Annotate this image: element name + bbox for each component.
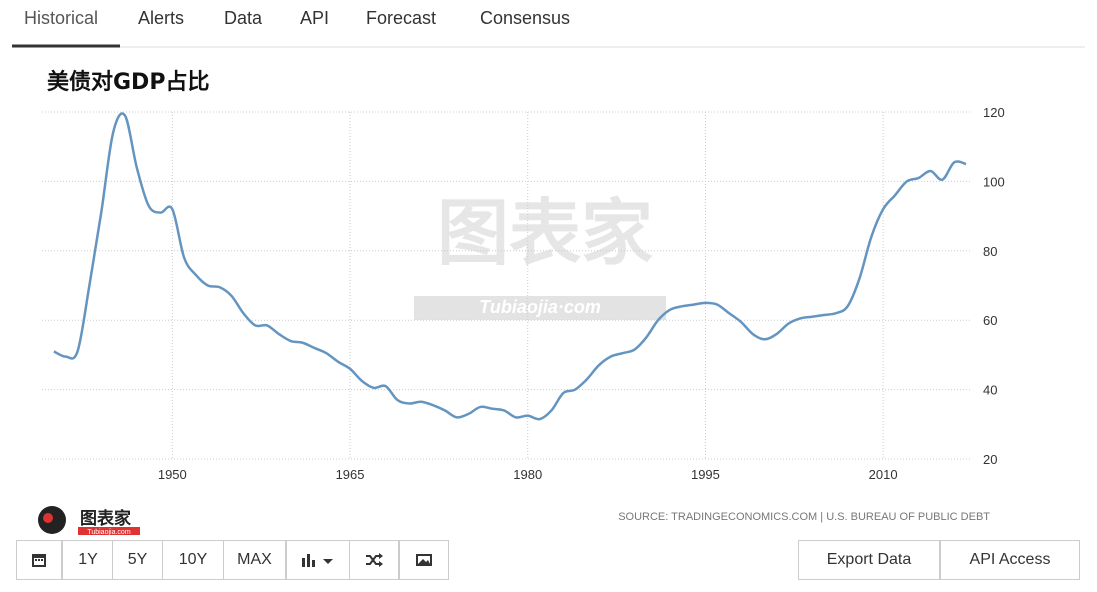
line — [53, 112, 967, 421]
x-tick-label: 2010 — [869, 467, 898, 482]
range-button[interactable]: MAX — [223, 540, 286, 580]
x-tick-label: 1980 — [513, 467, 542, 482]
tab[interactable]: API — [300, 8, 330, 28]
watermark: 图表家 Tubiaojia·com — [414, 191, 666, 320]
compare-button[interactable] — [349, 540, 399, 580]
action-button[interactable]: API Access — [940, 540, 1080, 580]
range-button[interactable]: 10Y — [162, 540, 224, 580]
logo-icon-dot — [43, 513, 53, 523]
logo-band — [78, 527, 140, 535]
tab[interactable]: Forecast — [366, 8, 437, 28]
shuffle-icon — [366, 553, 383, 567]
image-icon — [416, 554, 432, 566]
y-tick-label: 80 — [983, 244, 997, 259]
y-tick-label: 60 — [983, 313, 997, 328]
calendar-icon — [32, 554, 46, 567]
chart-title: 美债对GDP占比 — [47, 70, 210, 95]
logo-title: 图表家 — [80, 508, 131, 529]
tab[interactable]: Alerts — [138, 8, 185, 28]
logo-subtitle: Tubiaojia.com — [87, 529, 130, 536]
logo: 图表家 Tubiaojia.com — [38, 506, 140, 536]
watermark-title: 图表家 — [437, 191, 653, 275]
y-tick-label: 20 — [983, 452, 997, 467]
y-tick-label: 120 — [983, 105, 1005, 120]
x-tick-label: 1965 — [336, 467, 365, 482]
chart-type-button[interactable] — [286, 540, 350, 580]
x-tick-label: 1995 — [691, 467, 720, 482]
watermark-subtitle: Tubiaojia·com — [479, 297, 601, 317]
calendar-button[interactable] — [16, 540, 62, 580]
tab[interactable]: Consensus — [480, 8, 571, 28]
range-button[interactable]: 5Y — [112, 540, 163, 580]
watermark-band — [414, 296, 666, 320]
y-tick-label: 100 — [983, 174, 1005, 189]
image-button[interactable] — [399, 540, 449, 580]
plot: 20 40 60 80 100 120 1950 1965 1980 1995 2010 — [42, 105, 1005, 482]
y-tick-label: 40 — [983, 383, 997, 398]
x-tick-label: 1950 — [158, 467, 187, 482]
action-button[interactable]: Export Data — [798, 540, 940, 580]
bar-chart-icon — [302, 554, 333, 567]
tab[interactable]: Historical — [24, 8, 99, 28]
source: SOURCE: TRADINGECONOMICS.COM | U.S. BURE… — [618, 511, 990, 523]
range-button[interactable]: 1Y — [62, 540, 114, 580]
tab[interactable]: Data — [224, 8, 263, 28]
